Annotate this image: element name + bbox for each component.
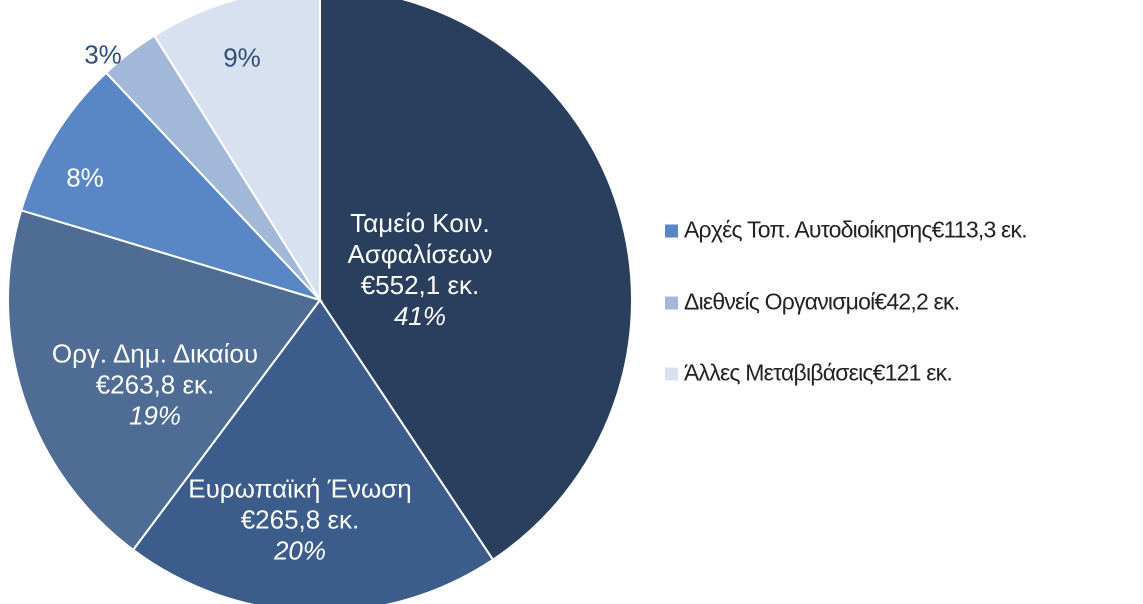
legend-entry: Διεθνείς Οργανισμοί€42,2 εκ. <box>665 288 960 316</box>
pie-slice <box>319 0 633 562</box>
slice-amount: €265,8 εκ. <box>240 504 360 535</box>
slice-label: 9% <box>223 43 261 74</box>
slice-percent: 8% <box>66 162 104 193</box>
slice-label: 3% <box>84 40 122 71</box>
slice-label: Ταμείο Κοιν. Ασφαλίσεων €552,1 εκ. 41% <box>305 208 535 332</box>
legend-amount: €42,2 εκ. <box>874 288 960 315</box>
legend-swatch <box>665 367 678 381</box>
legend-entry: Άλλες Μεταβιβάσεις€121 εκ. <box>665 359 953 387</box>
slice-name: Ταμείο Κοιν. Ασφαλίσεων <box>347 208 493 269</box>
pie-slice <box>131 298 495 604</box>
slice-name: Ευρωπαϊκή Ένωση <box>188 473 412 504</box>
slice-label: 8% <box>66 163 104 194</box>
pie-slice <box>152 0 321 304</box>
legend-swatch <box>665 224 678 238</box>
legend-label: Άλλες Μεταβιβάσεις <box>684 359 873 386</box>
pie-slice <box>7 209 322 552</box>
slice-percent: 19% <box>128 400 182 431</box>
slice-name: Οργ. Δημ. Δικαίου <box>51 338 259 369</box>
legend-swatch <box>665 296 678 310</box>
slice-percent: 20% <box>273 535 327 566</box>
slice-percent: 41% <box>393 301 447 331</box>
legend-label: Αρχές Τοπ. Αυτοδιοίκησης <box>684 216 932 243</box>
slice-amount: €552,1 εκ. <box>360 270 480 300</box>
legend-label: Διεθνείς Οργανισμοί <box>684 288 875 315</box>
legend-entry: Αρχές Τοπ. Αυτοδιοίκησης€113,3 εκ. <box>665 216 1028 244</box>
legend-amount: €113,3 εκ. <box>931 216 1028 243</box>
slice-label: Ευρωπαϊκή Ένωση €265,8 εκ. 20% <box>188 474 412 567</box>
slice-label: Οργ. Δημ. Δικαίου €263,8 εκ. 19% <box>52 339 258 432</box>
slice-percent: 9% <box>223 42 261 73</box>
slice-percent: 3% <box>84 39 122 70</box>
pie-slice <box>19 71 324 303</box>
slice-amount: €263,8 εκ. <box>95 369 215 400</box>
legend-amount: €121 εκ. <box>872 359 953 386</box>
